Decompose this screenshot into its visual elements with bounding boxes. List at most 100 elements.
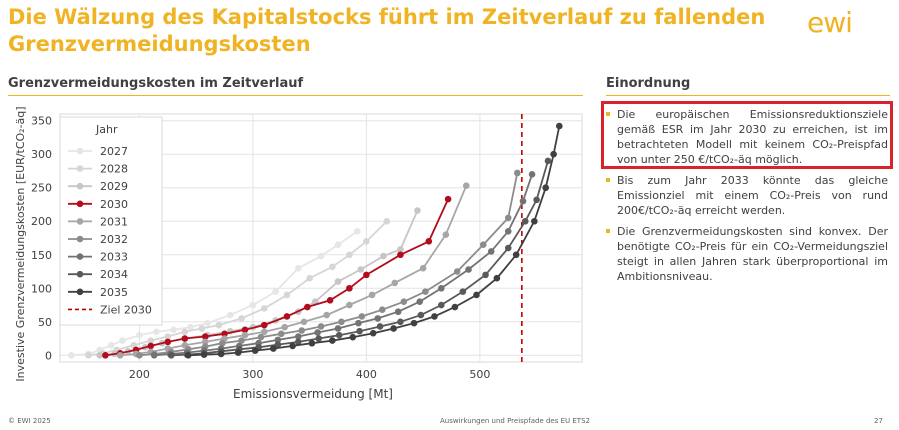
y-tick-label: 150 <box>31 249 52 262</box>
bullet-item-2: Bis zum Jahr 2033 könnte das gleiche Emi… <box>606 173 888 218</box>
series-2034-point <box>376 323 384 330</box>
series-2028-point <box>260 305 268 312</box>
series-2034-point <box>417 311 425 319</box>
series-2030-point <box>304 303 311 311</box>
series-2035-point <box>550 150 557 158</box>
series-2028-point <box>85 351 92 359</box>
series-2027-point <box>170 326 177 334</box>
legend-2029-marker <box>76 182 84 190</box>
legend-2028-marker <box>76 165 84 172</box>
series-2032-point <box>277 330 285 338</box>
series-2029-point <box>357 266 365 273</box>
series-2035-point <box>329 337 336 344</box>
series-2030-point <box>241 326 249 334</box>
series-2031-point <box>419 264 427 272</box>
y-tick-label: 250 <box>31 182 52 195</box>
series-2032-point <box>238 337 245 344</box>
series-2033-point <box>314 329 321 336</box>
series-2034-point <box>544 157 552 165</box>
series-2031-point <box>391 279 399 287</box>
series-2035-point <box>493 274 501 282</box>
series-2029-point <box>380 252 387 260</box>
svg-text:ewi: ewi <box>807 6 852 38</box>
x-axis-label: Emissionsvermeidung [Mt] <box>233 387 393 401</box>
series-2027-point <box>295 264 302 272</box>
context-heading-rule <box>606 95 890 96</box>
series-2033-point <box>295 333 302 340</box>
chart-legend: Jahr 2027 2028 2029 2030 2031 2032 2033 2034 2035… <box>59 116 163 326</box>
series-2028-point <box>198 325 206 332</box>
series-2034-point <box>397 318 404 326</box>
legend-2030-label: 2030 <box>100 198 128 211</box>
series-2033-point <box>150 351 158 359</box>
series-2028-point <box>164 333 172 340</box>
series-2031-point <box>281 323 288 331</box>
series-2028-point <box>306 274 313 282</box>
series-2035-point <box>410 319 418 327</box>
series-2027-point <box>272 288 279 295</box>
chart-section-heading: Grenzvermeidungskosten im Zeitverlauf <box>8 76 304 91</box>
series-2033-point <box>487 248 495 255</box>
series-2035-point <box>251 347 259 354</box>
series-2035-point <box>531 217 538 225</box>
series-2029-point <box>334 278 342 285</box>
series-2031-point <box>260 328 268 336</box>
series-2035-point <box>349 333 357 341</box>
series-2032-point <box>504 214 512 222</box>
series-2027-point <box>187 323 194 331</box>
series-2032-point <box>136 351 143 359</box>
series-2032-point <box>257 333 265 341</box>
series-2027-point <box>317 252 325 260</box>
series-2032-point <box>479 241 487 249</box>
series-2033-point <box>504 227 512 235</box>
series-2030-point <box>425 238 433 245</box>
footer-copyright: © EWI 2025 <box>8 417 51 425</box>
series-2030-point <box>221 330 228 338</box>
series-2030-point <box>147 342 155 350</box>
series-2035-point <box>217 350 225 358</box>
series-2035-point <box>200 351 208 358</box>
series-2031-point <box>201 338 209 346</box>
legend-2035-label: 2035 <box>100 286 128 299</box>
series-2028-point <box>383 217 391 225</box>
series-2034-point <box>356 327 363 335</box>
series-2033-point <box>334 325 342 332</box>
chart-axes: 0 50 100 150 200 250 300 350 200 300 400 500 Emissio… <box>14 106 490 401</box>
series-2027-point <box>249 301 257 309</box>
legend-2032-label: 2032 <box>100 233 128 246</box>
series-2035-point <box>234 349 242 356</box>
series-2029-point <box>414 207 421 214</box>
series-2028-point <box>283 291 291 299</box>
legend-2032-marker <box>76 235 84 243</box>
series-2033-point <box>465 266 472 273</box>
y-tick-label: 350 <box>31 115 52 128</box>
series-2030-point <box>283 313 291 320</box>
series-2031-point <box>300 318 308 326</box>
series-2029-point <box>96 351 104 359</box>
series-2034-point <box>315 335 323 342</box>
legend-2034-label: 2034 <box>100 268 128 281</box>
series-2030-point <box>326 297 334 304</box>
legend-2031-marker <box>76 218 84 225</box>
series-2034-point <box>295 338 302 346</box>
footer-page-number: 27 <box>874 417 883 425</box>
series-2027-point <box>334 241 342 249</box>
series-2034-point <box>335 331 343 339</box>
series-2028-point <box>346 251 353 259</box>
series-2027-point <box>68 351 75 359</box>
series-2032-point <box>298 327 306 334</box>
series-2027-point <box>119 337 126 344</box>
series-2035-point <box>289 342 296 350</box>
legend-2027-label: 2027 <box>100 145 128 158</box>
legend-2028-label: 2028 <box>100 163 128 176</box>
series-2035-point <box>308 339 316 347</box>
series-2035-point <box>369 329 377 337</box>
series-2030-point <box>181 335 189 342</box>
y-tick-label: 200 <box>31 215 52 228</box>
series-2028-point <box>238 315 245 322</box>
context-section-heading: Einordnung <box>606 76 691 91</box>
series-2030-point <box>363 271 370 279</box>
y-tick-label: 50 <box>38 316 52 329</box>
series-2028-point <box>215 321 223 329</box>
series-2035-point <box>431 313 438 320</box>
